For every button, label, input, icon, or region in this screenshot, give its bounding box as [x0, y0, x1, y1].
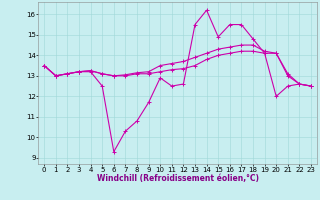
X-axis label: Windchill (Refroidissement éolien,°C): Windchill (Refroidissement éolien,°C): [97, 174, 259, 183]
